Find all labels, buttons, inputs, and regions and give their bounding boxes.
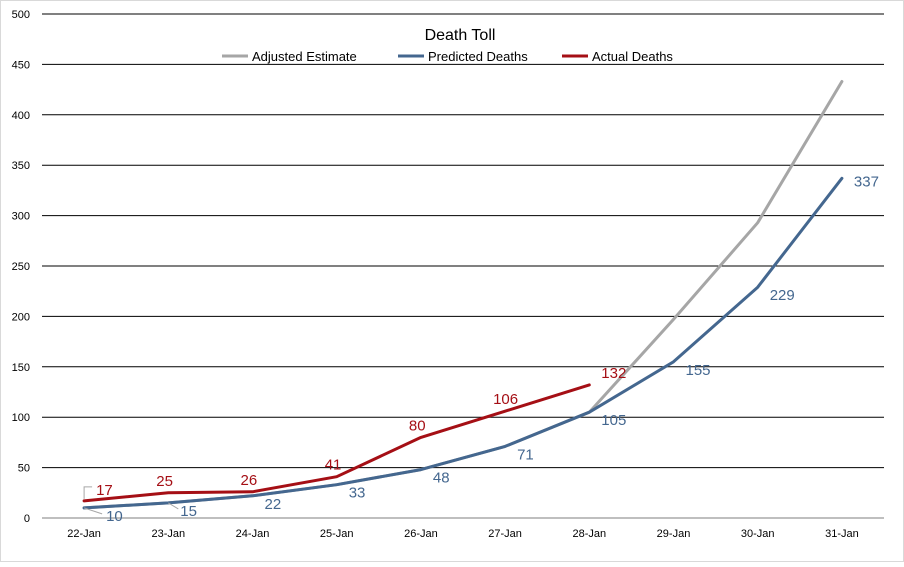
predicted-label-25-Jan: 33: [349, 485, 366, 502]
predicted-label-leader: [83, 507, 103, 515]
y-tick-label-200: 200: [12, 311, 30, 323]
data-labels: 10 15 22 33 48 71 105 155 229 337 17 25 26 41 80 106 132: [83, 173, 879, 525]
y-tick-label-350: 350: [12, 160, 30, 172]
y-tick-label-250: 250: [12, 261, 30, 273]
actual-label-27-Jan: 106: [493, 391, 518, 408]
x-tick-label-27-Jan: 27-Jan: [488, 528, 522, 540]
gridlines: [42, 13, 884, 519]
x-tick-label-24-Jan: 24-Jan: [236, 528, 270, 540]
y-tick-label-100: 100: [12, 412, 30, 424]
actual-label-26-Jan: 80: [409, 417, 426, 434]
series-line-actual-deaths: [82, 383, 591, 503]
series-line-predicted-deaths: [82, 176, 844, 510]
y-tick-label-50: 50: [18, 463, 30, 475]
chart-title: Death Toll: [425, 27, 496, 44]
actual-label-28-Jan: 132: [601, 365, 626, 382]
predicted-label-31-Jan: 337: [854, 173, 879, 190]
y-tick-label-0: 0: [24, 513, 30, 525]
x-tick-label-29-Jan: 29-Jan: [657, 528, 691, 540]
predicted-label-leader-2: [168, 502, 179, 510]
actual-label-22-Jan: 17: [96, 482, 113, 499]
actual-label-24-Jan: 26: [241, 472, 258, 489]
y-tick-label-500: 500: [12, 9, 30, 21]
series-lines: [82, 80, 844, 510]
x-tick-label-25-Jan: 25-Jan: [320, 528, 354, 540]
x-tick-label-22-Jan: 22-Jan: [67, 528, 101, 540]
x-axis-tick-labels: 22-Jan 23-Jan 24-Jan 25-Jan 26-Jan 27-Jan 28-J…: [67, 528, 858, 540]
predicted-label-27-Jan: 71: [517, 446, 534, 463]
predicted-label-29-Jan: 155: [686, 362, 711, 379]
y-tick-label-400: 400: [12, 110, 30, 122]
y-axis-tick-labels: 0 50 100 150 200 250 300 350 400 450 500: [12, 9, 30, 525]
x-tick-label-26-Jan: 26-Jan: [404, 528, 438, 540]
predicted-label-28-Jan: 105: [601, 412, 626, 429]
actual-label-25-Jan: 41: [325, 457, 342, 474]
predicted-label-23-Jan: 15: [180, 503, 197, 520]
legend-label-predicted-deaths: Predicted Deaths: [428, 49, 528, 64]
predicted-label-26-Jan: 48: [433, 470, 450, 487]
y-tick-label-150: 150: [12, 362, 30, 374]
x-tick-label-31-Jan: 31-Jan: [825, 528, 859, 540]
predicted-label-30-Jan: 229: [770, 287, 795, 304]
y-tick-label-450: 450: [12, 59, 30, 71]
y-tick-label-300: 300: [12, 211, 30, 223]
x-tick-label-28-Jan: 28-Jan: [572, 528, 606, 540]
x-tick-label-30-Jan: 30-Jan: [741, 528, 775, 540]
actual-label-leader: [83, 486, 93, 499]
legend-label-adjusted-estimate: Adjusted Estimate: [252, 49, 357, 64]
legend: Adjusted Estimate Predicted Deaths Actual …: [222, 49, 673, 64]
predicted-label-22-Jan: 10: [106, 508, 123, 525]
predicted-label-24-Jan: 22: [265, 496, 282, 513]
legend-label-actual-deaths: Actual Deaths: [592, 49, 673, 64]
x-tick-label-23-Jan: 23-Jan: [151, 528, 185, 540]
actual-label-23-Jan: 25: [156, 473, 173, 490]
